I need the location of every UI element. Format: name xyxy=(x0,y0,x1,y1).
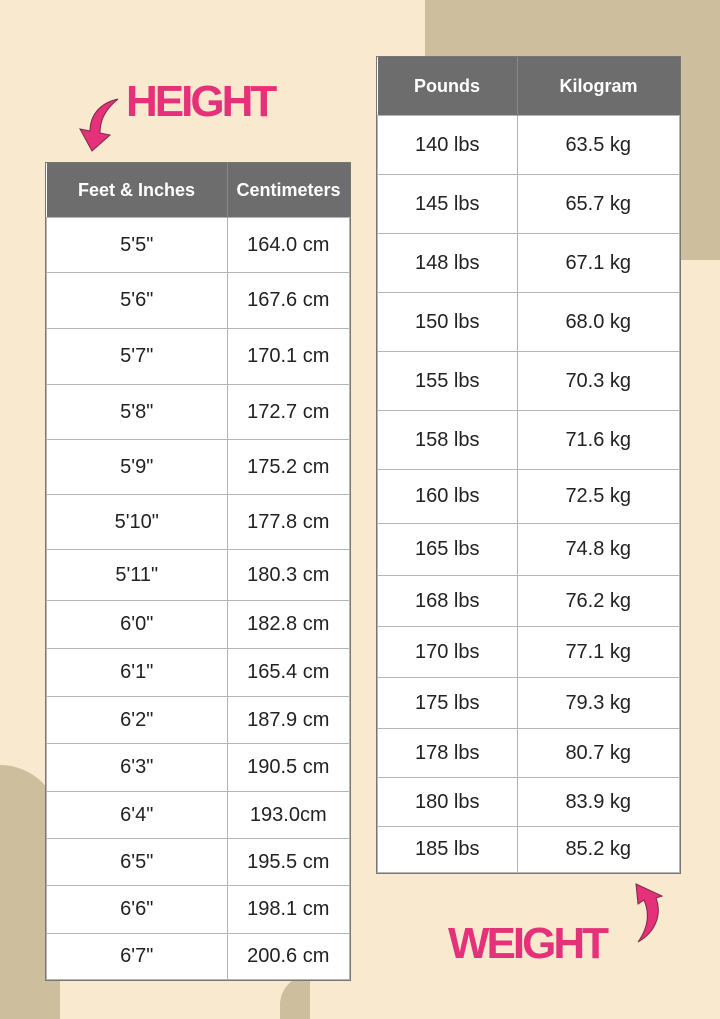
cell-metric: 68.0 kg xyxy=(516,292,680,352)
column-header: Pounds xyxy=(377,57,517,116)
cell-imperial: 5'5" xyxy=(46,217,228,273)
table-row: 5'7" 170.1 cm xyxy=(46,328,350,385)
table-row: 6'7" 200.6 cm xyxy=(46,933,350,980)
cell-imperial: 155 lbs xyxy=(377,351,518,411)
table-row: 6'1" 165.4 cm xyxy=(46,648,350,697)
cell-metric: 77.1 kg xyxy=(516,626,680,678)
cell-imperial: 6'5" xyxy=(46,838,228,886)
cell-imperial: 5'10" xyxy=(46,494,228,550)
cell-imperial: 6'4" xyxy=(46,791,228,839)
cell-imperial: 6'3" xyxy=(46,743,228,792)
table-row: 5'10" 177.8 cm xyxy=(46,494,350,550)
cell-metric: 177.8 cm xyxy=(226,494,350,550)
cell-imperial: 6'2" xyxy=(46,696,228,744)
cell-metric: 170.1 cm xyxy=(226,328,350,385)
curved-arrow-down-icon xyxy=(79,98,119,152)
cell-metric: 182.8 cm xyxy=(226,600,350,649)
cell-metric: 65.7 kg xyxy=(516,174,680,234)
cell-metric: 83.9 kg xyxy=(516,777,680,827)
table-row: 5'5" 164.0 cm xyxy=(46,217,350,273)
decorative-blob xyxy=(280,975,310,1019)
table-row: 158 lbs 71.6 kg xyxy=(377,410,680,470)
weight-title: WEIGHT xyxy=(448,919,609,968)
table-row: 150 lbs 68.0 kg xyxy=(377,292,680,352)
table-row: 5'6" 167.6 cm xyxy=(46,272,350,329)
table-row: 5'9" 175.2 cm xyxy=(46,439,350,495)
cell-metric: 175.2 cm xyxy=(226,439,350,495)
table-row: 5'11" 180.3 cm xyxy=(46,549,350,601)
cell-imperial: 178 lbs xyxy=(377,728,518,778)
curved-arrow-up-icon xyxy=(635,883,664,943)
cell-metric: 190.5 cm xyxy=(226,743,350,792)
cell-metric: 74.8 kg xyxy=(516,523,680,576)
cell-metric: 76.2 kg xyxy=(516,575,680,627)
table-row: 6'2" 187.9 cm xyxy=(46,696,350,744)
cell-metric: 187.9 cm xyxy=(226,696,350,744)
cell-imperial: 5'11" xyxy=(46,549,228,601)
cell-imperial: 145 lbs xyxy=(377,174,518,234)
column-header: Feet & Inches xyxy=(46,163,227,218)
cell-metric: 72.5 kg xyxy=(516,469,680,524)
table-row: 6'3" 190.5 cm xyxy=(46,743,350,792)
table-row: 6'6" 198.1 cm xyxy=(46,885,350,934)
cell-imperial: 6'0" xyxy=(46,600,228,649)
cell-imperial: 6'6" xyxy=(46,885,228,934)
table-row: 178 lbs 80.7 kg xyxy=(377,728,680,778)
cell-imperial: 5'7" xyxy=(46,328,228,385)
cell-imperial: 148 lbs xyxy=(377,233,518,293)
table-row: 5'8" 172.7 cm xyxy=(46,384,350,440)
height-table: Feet & Inches Centimeters 5'5" 164.0 cm 5'… xyxy=(46,163,350,980)
cell-metric: 172.7 cm xyxy=(226,384,350,440)
table-row: 6'5" 195.5 cm xyxy=(46,838,350,886)
cell-metric: 200.6 cm xyxy=(226,933,350,980)
table-row: 168 lbs 76.2 kg xyxy=(377,575,680,627)
weight-table: Pounds Kilogram 140 lbs 63.5 kg 145 lbs 65.… xyxy=(377,57,680,873)
cell-metric: 164.0 cm xyxy=(226,217,350,273)
table-row: 170 lbs 77.1 kg xyxy=(377,626,680,678)
cell-metric: 167.6 cm xyxy=(226,272,350,329)
table-row: 6'0" 182.8 cm xyxy=(46,600,350,649)
cell-imperial: 180 lbs xyxy=(377,777,518,827)
cell-imperial: 5'9" xyxy=(46,439,228,495)
table-row: 155 lbs 70.3 kg xyxy=(377,351,680,411)
cell-metric: 79.3 kg xyxy=(516,677,680,729)
cell-imperial: 175 lbs xyxy=(377,677,518,729)
cell-metric: 165.4 cm xyxy=(226,648,350,697)
cell-imperial: 170 lbs xyxy=(377,626,518,678)
cell-imperial: 185 lbs xyxy=(377,826,518,873)
height-title: HEIGHT xyxy=(126,77,277,126)
table-row: 185 lbs 85.2 kg xyxy=(377,826,680,873)
table-row: 180 lbs 83.9 kg xyxy=(377,777,680,827)
cell-metric: 193.0cm xyxy=(226,791,350,839)
table-row: 165 lbs 74.8 kg xyxy=(377,523,680,576)
cell-metric: 195.5 cm xyxy=(226,838,350,886)
cell-metric: 71.6 kg xyxy=(516,410,680,470)
cell-imperial: 158 lbs xyxy=(377,410,518,470)
table-row: 140 lbs 63.5 kg xyxy=(377,115,680,175)
cell-imperial: 150 lbs xyxy=(377,292,518,352)
column-header: Kilogram xyxy=(516,57,680,116)
table-row: 6'4" 193.0cm xyxy=(46,791,350,839)
column-header: Centimeters xyxy=(226,163,350,218)
table-row: 160 lbs 72.5 kg xyxy=(377,469,680,524)
table-row: 175 lbs 79.3 kg xyxy=(377,677,680,729)
cell-imperial: 6'1" xyxy=(46,648,228,697)
cell-metric: 85.2 kg xyxy=(516,826,680,873)
table-row: 148 lbs 67.1 kg xyxy=(377,233,680,293)
cell-metric: 67.1 kg xyxy=(516,233,680,293)
cell-metric: 63.5 kg xyxy=(516,115,680,175)
cell-imperial: 160 lbs xyxy=(377,469,518,524)
cell-metric: 198.1 cm xyxy=(226,885,350,934)
cell-imperial: 140 lbs xyxy=(377,115,518,175)
cell-imperial: 5'6" xyxy=(46,272,228,329)
cell-imperial: 165 lbs xyxy=(377,523,518,576)
cell-metric: 70.3 kg xyxy=(516,351,680,411)
cell-imperial: 6'7" xyxy=(46,933,228,980)
cell-metric: 80.7 kg xyxy=(516,728,680,778)
cell-metric: 180.3 cm xyxy=(226,549,350,601)
cell-imperial: 5'8" xyxy=(46,384,228,440)
table-row: 145 lbs 65.7 kg xyxy=(377,174,680,234)
cell-imperial: 168 lbs xyxy=(377,575,518,627)
